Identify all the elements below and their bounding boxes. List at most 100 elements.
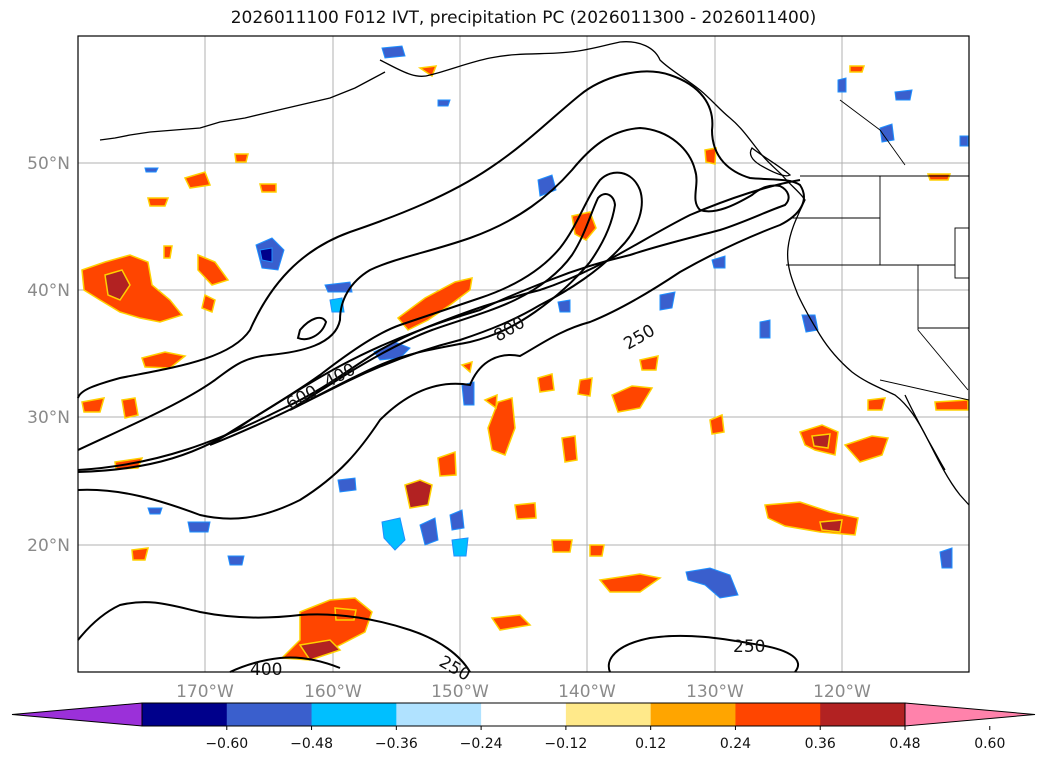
colorbar [11,702,1036,727]
precip-patch [551,539,573,553]
precip-patch [879,123,895,143]
graticule [78,36,969,672]
precip-patch [381,517,406,551]
ivt-contours [77,70,805,673]
colorbar-labels: −0.60 −0.48 −0.36 −0.24 −0.12 0.12 0.24 0.36 0.4… [205,726,1005,752]
map-frame [77,35,970,673]
vancouver-island [749,147,792,177]
longitude-labels: 170°W 160°W 150°W 140°W 130°W 120°W [176,682,871,702]
precip-patch [934,399,969,411]
precip-patch [811,433,831,449]
precip-patch [144,167,159,173]
precip-patch [234,153,249,163]
precip-patch [709,413,725,435]
lon-label: 150°W [431,682,489,702]
precip-patch [460,360,473,374]
precip-patch [396,277,473,331]
colorbar-tick-label: 0.12 [635,736,666,752]
precip-patch [227,555,245,566]
precip-patch [449,509,465,531]
lon-label: 160°W [304,682,362,702]
precip-patch [298,639,342,661]
precip-patch [404,479,433,509]
precip-patch [104,269,131,301]
precip-patch [259,183,277,193]
colorbar-segment [226,703,313,726]
colorbar-tick-label: −0.60 [205,736,248,752]
precip-patch [487,397,516,456]
colorbar-segment [820,703,906,726]
colorbar-extend-high [904,702,1036,727]
precip-patch [437,450,457,477]
latitude-labels: 50°N 40°N 30°N 20°N [27,154,70,556]
colorbar-tick-label: 0.36 [805,736,836,752]
colorbar-segment [396,703,482,726]
aleutian-chain [99,71,386,141]
lon-label: 120°W [813,682,871,702]
baja-california [904,394,946,471]
contour-label: 400 [250,660,282,680]
precip-patch [557,299,571,313]
precip-patch [639,355,659,371]
precip-patch [451,537,469,557]
precip-patch [337,477,357,493]
political-borders [786,99,970,401]
ivt-contour-250 [77,70,805,520]
ivt-contour-250-south [77,601,471,673]
colorbar-segment [481,703,567,726]
precip-patch [187,521,211,533]
precip-patch [801,314,819,333]
precip-patch [611,385,654,413]
lat-label: 20°N [27,536,70,556]
colorbar-tick-label: 0.48 [889,736,920,752]
colorbar-tick-label: −0.12 [544,736,587,752]
colorbar-frame [141,702,906,727]
precip-patch [704,147,717,165]
colorbar-tick-label: −0.36 [375,736,418,752]
precip-patch [894,89,913,101]
lat-label: 40°N [27,281,70,301]
precip-patch [577,377,593,397]
precip-patch [819,519,843,533]
precip-patch [131,547,149,561]
precip-patch [867,397,886,411]
colorbar-extend-low [11,702,143,727]
colorbar-tick-label: −0.24 [460,736,503,752]
precip-patch [759,319,771,339]
ivt-contour-800 [289,193,617,411]
precip-patch [437,99,451,107]
lon-label: 130°W [686,682,744,702]
precip-patch [849,65,866,73]
precip-patch [81,254,184,323]
precip-patch [259,247,273,263]
colorbar-segment [565,703,652,726]
colorbar-segment [650,703,736,726]
precip-patch [939,547,953,569]
precip-patch [183,171,212,189]
precip-patch [926,173,952,181]
precip-patch [483,393,498,410]
precip-patch [514,502,537,520]
precip-patch [589,544,605,557]
precip-patch [163,245,173,259]
lon-label: 140°W [558,682,616,702]
colorbar-segment [142,703,228,726]
precip-patch [711,255,726,269]
precip-patch [324,281,353,293]
precip-positive-patches [81,65,969,661]
precip-patch [837,77,847,93]
precip-patch [197,253,230,286]
colorbar-segment [311,703,397,726]
precip-patch [81,397,106,413]
precip-patch [598,573,662,593]
precip-patch [659,291,676,311]
lat-label: 50°N [27,154,70,174]
precip-patch [959,135,969,147]
ivt-contour-400-south [229,656,341,673]
precip-patch [561,435,578,463]
precip-patch [843,435,890,463]
colorbar-tick-label: 0.60 [974,736,1005,752]
precip-patch [147,197,170,207]
map-title: 2026011100 F012 IVT, precipitation PC (2… [230,8,817,28]
precip-patch [490,614,532,631]
